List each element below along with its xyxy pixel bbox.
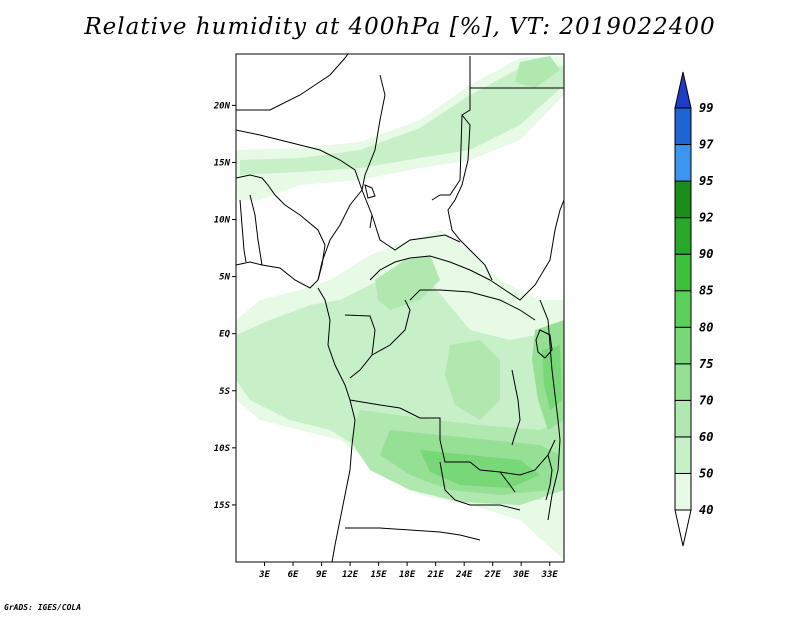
colorbar-segment (674, 363, 692, 401)
colorbar-label: 85 (699, 284, 713, 298)
rh-band-sahel-50 (240, 66, 564, 175)
lat-tick-label: 15N (214, 158, 231, 168)
border-gabon-congo (344, 314, 376, 379)
rh-region-south-75 (420, 450, 540, 488)
lake-victoria (535, 329, 553, 359)
lon-tick-label: 12E (342, 570, 359, 580)
border-ivory-ghana (239, 199, 247, 263)
border-angola-zambia (439, 461, 521, 511)
colorbar-segment (674, 144, 692, 182)
lat-tick-label: 10N (214, 216, 231, 226)
border-sudan-ethiopia (489, 199, 565, 301)
rh-region-north-60 (375, 255, 440, 310)
lon-tick-label: 21E (427, 570, 445, 580)
colorbar-label: 75 (699, 357, 713, 371)
border-niger-chad (361, 74, 386, 229)
colorbar-lower-extension (674, 509, 692, 547)
lat-tick-label: 5S (219, 387, 230, 397)
lon-tick-label: 3E (258, 570, 270, 580)
colorbar-label: 50 (699, 466, 713, 480)
lat-tick-label: 15S (214, 501, 231, 511)
border-libya-chad (431, 56, 471, 201)
colorbar-label: 97 (699, 138, 714, 152)
colorbar: 40 50 60 70 75 80 85 90 92 95 97 99 (674, 71, 714, 547)
lon-tick-label: 18E (399, 570, 416, 580)
border-angola-namibia (345, 527, 481, 541)
lon-tick-label: 24E (455, 570, 473, 580)
lon-tick-label: 9E (316, 570, 327, 580)
border-chad-sudan (447, 114, 493, 281)
rh-band-sahel-60 (515, 56, 560, 88)
credit-label: GrADS: IGES/COLA (4, 603, 82, 612)
border-drc-zambia (499, 439, 556, 476)
border-car-south (369, 255, 491, 281)
longitude-axis: 3E 6E 9E 12E 15E 18E 21E 24E 27E 30E 33E (258, 562, 558, 580)
lon-tick-label: 27E (484, 570, 502, 580)
colorbar-segment (674, 472, 692, 511)
lon-tick-label: 6E (288, 570, 299, 580)
colorbar-segment (674, 107, 692, 146)
latitude-axis: 20N 15N 10N 5N EQ 5S 10S 15S (213, 101, 236, 511)
lake-chad (364, 184, 376, 199)
colorbar-label: 92 (699, 211, 713, 225)
border-congo-drc-west (371, 299, 411, 356)
colorbar-segment (674, 217, 692, 255)
lat-tick-label: 10S (214, 444, 231, 454)
colorbar-segment (674, 253, 692, 292)
colorbar-segment (674, 399, 692, 438)
border-sahara-north (236, 53, 349, 111)
lat-tick-label: 20N (213, 101, 231, 111)
border-nigeria-cameroon (317, 189, 363, 281)
colorbar-upper-extension (674, 71, 692, 109)
map-title: Relative humidity at 400hPa [%], VT: 201… (84, 14, 716, 40)
country-borders (235, 53, 565, 563)
border-mali-niger (299, 144, 363, 191)
lon-tick-label: 30E (512, 570, 530, 580)
colorbar-segment (674, 290, 692, 328)
border-ghana-togo (249, 194, 263, 266)
lake-tanganyika (511, 369, 521, 446)
colorbar-label: 70 (699, 393, 713, 407)
lon-tick-label: 33E (541, 570, 559, 580)
border-car-north (371, 214, 461, 251)
map-frame (235, 53, 565, 563)
colorbar-segment (674, 436, 692, 474)
border-east-africa (539, 299, 561, 521)
colorbar-segment (674, 326, 692, 365)
lake-malawi (545, 454, 553, 501)
coastline-west-africa (235, 174, 326, 289)
border-algeria-mali (235, 129, 301, 146)
rh-region-east-60 (445, 340, 500, 420)
colorbar-label: 90 (699, 247, 713, 261)
colorbar-label: 99 (699, 101, 713, 115)
lat-tick-label: 5N (219, 273, 230, 283)
colorbar-label: 40 (699, 503, 713, 517)
lon-tick-label: 15E (370, 570, 387, 580)
rh-region-east-75 (542, 345, 562, 410)
colorbar-label: 80 (699, 320, 713, 334)
colorbar-label: 60 (699, 430, 713, 444)
colorbar-label: 95 (699, 174, 713, 188)
border-congo-drc (409, 289, 536, 321)
colorbar-segment (674, 180, 692, 219)
lat-tick-label: EQ (219, 330, 230, 340)
humidity-field (236, 56, 564, 560)
border-drc-angola (349, 399, 516, 493)
coastline-central-africa (317, 287, 356, 563)
